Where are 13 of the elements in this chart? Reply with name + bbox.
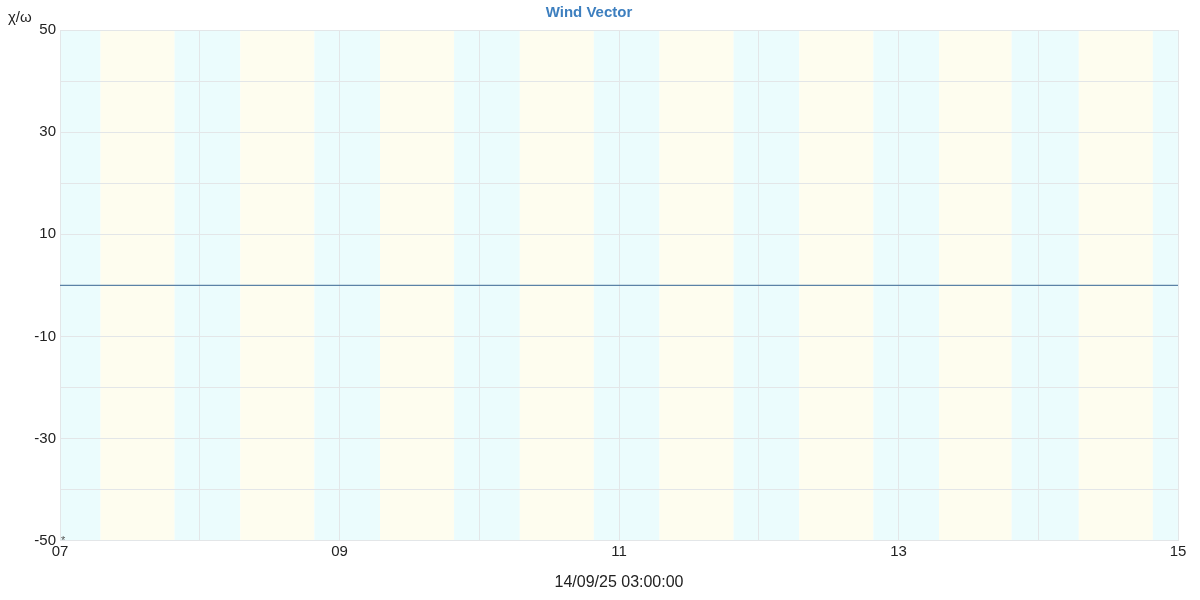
annotation: * <box>61 534 66 547</box>
x-tick-label: 09 <box>331 541 348 559</box>
y-axis-title: χ/ω <box>8 8 33 26</box>
x-tick-label: 13 <box>890 541 907 559</box>
y-tick-label: -30 <box>34 428 56 446</box>
y-tick-label: -10 <box>34 326 56 344</box>
x-axis-title: 14/09/25 03:00:00 <box>554 572 684 590</box>
x-tick-label: 11 <box>611 541 627 559</box>
chart-title: Wind Vector <box>545 3 633 21</box>
y-tick-label: 10 <box>39 224 56 242</box>
y-tick-label: 50 <box>39 20 56 38</box>
x-tick-label: 15 <box>1169 541 1187 559</box>
y-tick-label: 30 <box>39 122 56 140</box>
